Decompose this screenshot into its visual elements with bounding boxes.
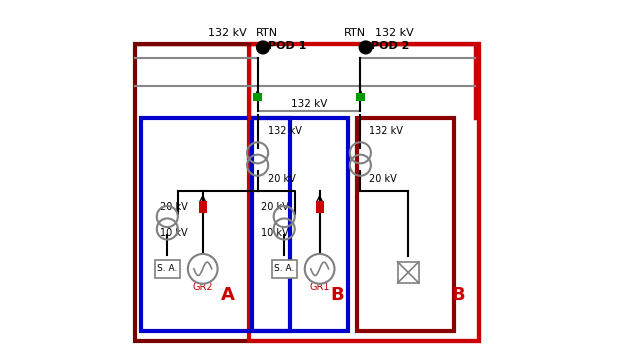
Text: 132 kV: 132 kV: [208, 28, 247, 38]
Text: 20 kV: 20 kV: [268, 174, 296, 183]
Text: GR2: GR2: [192, 282, 213, 292]
Bar: [199, 201, 206, 213]
Text: GR1: GR1: [310, 282, 330, 292]
Bar: [141, 118, 289, 331]
Text: B: B: [331, 286, 344, 305]
Bar: [316, 201, 324, 213]
Bar: [253, 92, 262, 101]
Text: 132 kV: 132 kV: [268, 126, 302, 136]
Text: S. A.: S. A.: [274, 264, 294, 273]
Circle shape: [256, 41, 269, 54]
Bar: [397, 262, 419, 283]
Text: 20 kV: 20 kV: [160, 202, 188, 212]
Bar: [357, 118, 454, 331]
Text: S. A.: S. A.: [157, 264, 177, 273]
Text: RTN: RTN: [255, 28, 277, 38]
Text: RTN: RTN: [344, 28, 366, 38]
Text: A: A: [221, 286, 234, 305]
Text: 132 kV: 132 kV: [291, 99, 327, 109]
Text: 132 kV: 132 kV: [375, 28, 413, 38]
Text: B: B: [451, 286, 465, 305]
Text: 20 kV: 20 kV: [369, 174, 397, 183]
Text: 10 kV: 10 kV: [160, 228, 188, 238]
Bar: [356, 92, 365, 101]
Circle shape: [305, 254, 334, 284]
Bar: [252, 118, 348, 331]
Circle shape: [188, 254, 218, 284]
Bar: [155, 260, 180, 278]
Text: 132 kV: 132 kV: [369, 126, 403, 136]
Text: 10 kV: 10 kV: [261, 228, 289, 238]
Text: 20 kV: 20 kV: [261, 202, 289, 212]
Text: POD 2: POD 2: [371, 41, 409, 51]
Circle shape: [359, 41, 372, 54]
Bar: [135, 44, 479, 341]
Text: POD 1: POD 1: [268, 41, 307, 51]
Bar: [272, 260, 297, 278]
Bar: [249, 44, 479, 341]
